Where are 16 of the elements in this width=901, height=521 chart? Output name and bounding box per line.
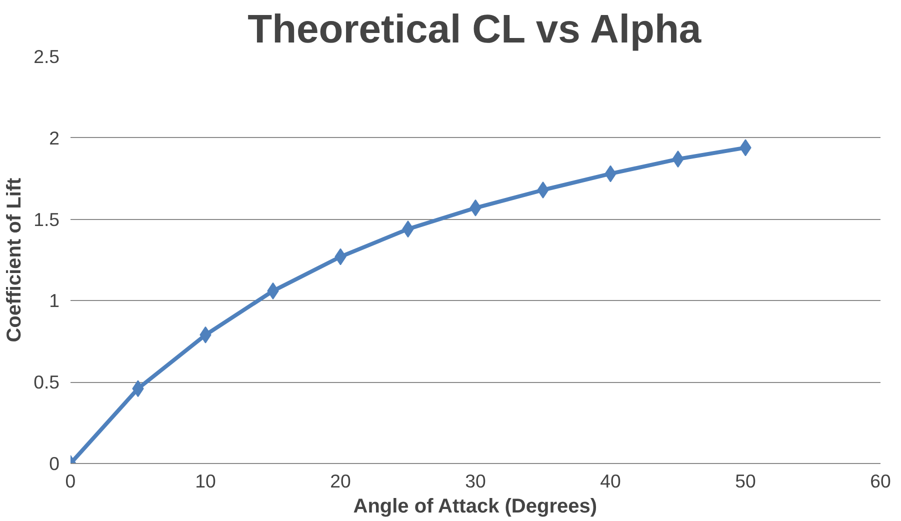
y-tick-label: 1.5 [34,208,60,230]
y-tick-label: 0.5 [34,372,60,393]
x-tick-label: 20 [330,470,351,492]
x-tick-label: 60 [870,470,891,492]
x-axis-title: Angle of Attack (Degrees) [353,496,598,518]
y-tick-label: 1 [49,290,60,312]
x-tick-label: 10 [195,470,216,492]
x-tick-label: 30 [465,470,486,492]
y-tick-label: 2 [49,127,60,148]
y-axis-title: Coefficient of Lift [4,177,26,342]
y-tick-label: 0 [49,453,60,474]
x-tick-label: 40 [600,470,621,492]
y-tick-label: 2.5 [34,46,60,67]
x-tick-label: 0 [65,470,76,492]
chart-title: Theoretical CL vs Alpha [248,8,702,52]
x-tick-label: 50 [735,470,756,492]
